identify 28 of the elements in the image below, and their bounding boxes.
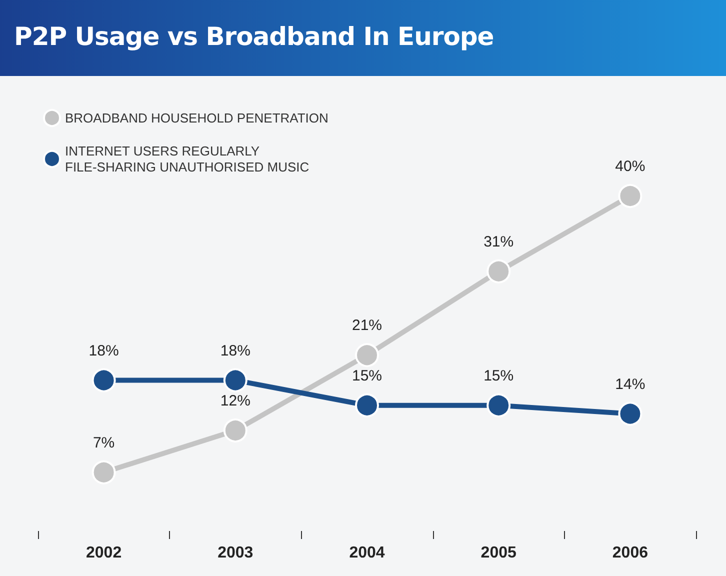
- point: [92, 460, 116, 484]
- point: [92, 368, 116, 392]
- legend-label: BROADBAND HOUSEHOLD PENETRATION: [65, 110, 328, 126]
- x-tick-label: 2005: [480, 544, 516, 562]
- data-label: 12%: [220, 392, 250, 410]
- data-label: 31%: [484, 233, 514, 250]
- data-label: 7%: [92, 434, 115, 452]
- data-label: 14%: [615, 376, 646, 393]
- data-label: 15%: [352, 367, 382, 384]
- point: [618, 402, 642, 426]
- chart-title: P2P Usage vs Broadband In Europe: [14, 22, 494, 51]
- x-tick-label: 2002: [86, 544, 122, 562]
- data-label: 18%: [220, 342, 250, 360]
- x-tick-label: 2003: [218, 544, 254, 562]
- legend-label: INTERNET USERS REGULARLY FILE-SHARING UNAUTHORISED MUSIC: [65, 144, 310, 174]
- data-label: 21%: [352, 317, 382, 334]
- point: [355, 393, 379, 418]
- data-label: 40%: [615, 158, 646, 175]
- point: [618, 184, 642, 208]
- data-label: 18%: [88, 342, 119, 360]
- data-label: 15%: [484, 367, 514, 384]
- point: [355, 343, 379, 368]
- point: [223, 418, 248, 442]
- x-tick-label: 2006: [612, 544, 648, 562]
- point: [486, 259, 511, 284]
- point: [223, 368, 248, 392]
- point: [486, 393, 511, 418]
- x-tick-label: 2004: [349, 544, 385, 562]
